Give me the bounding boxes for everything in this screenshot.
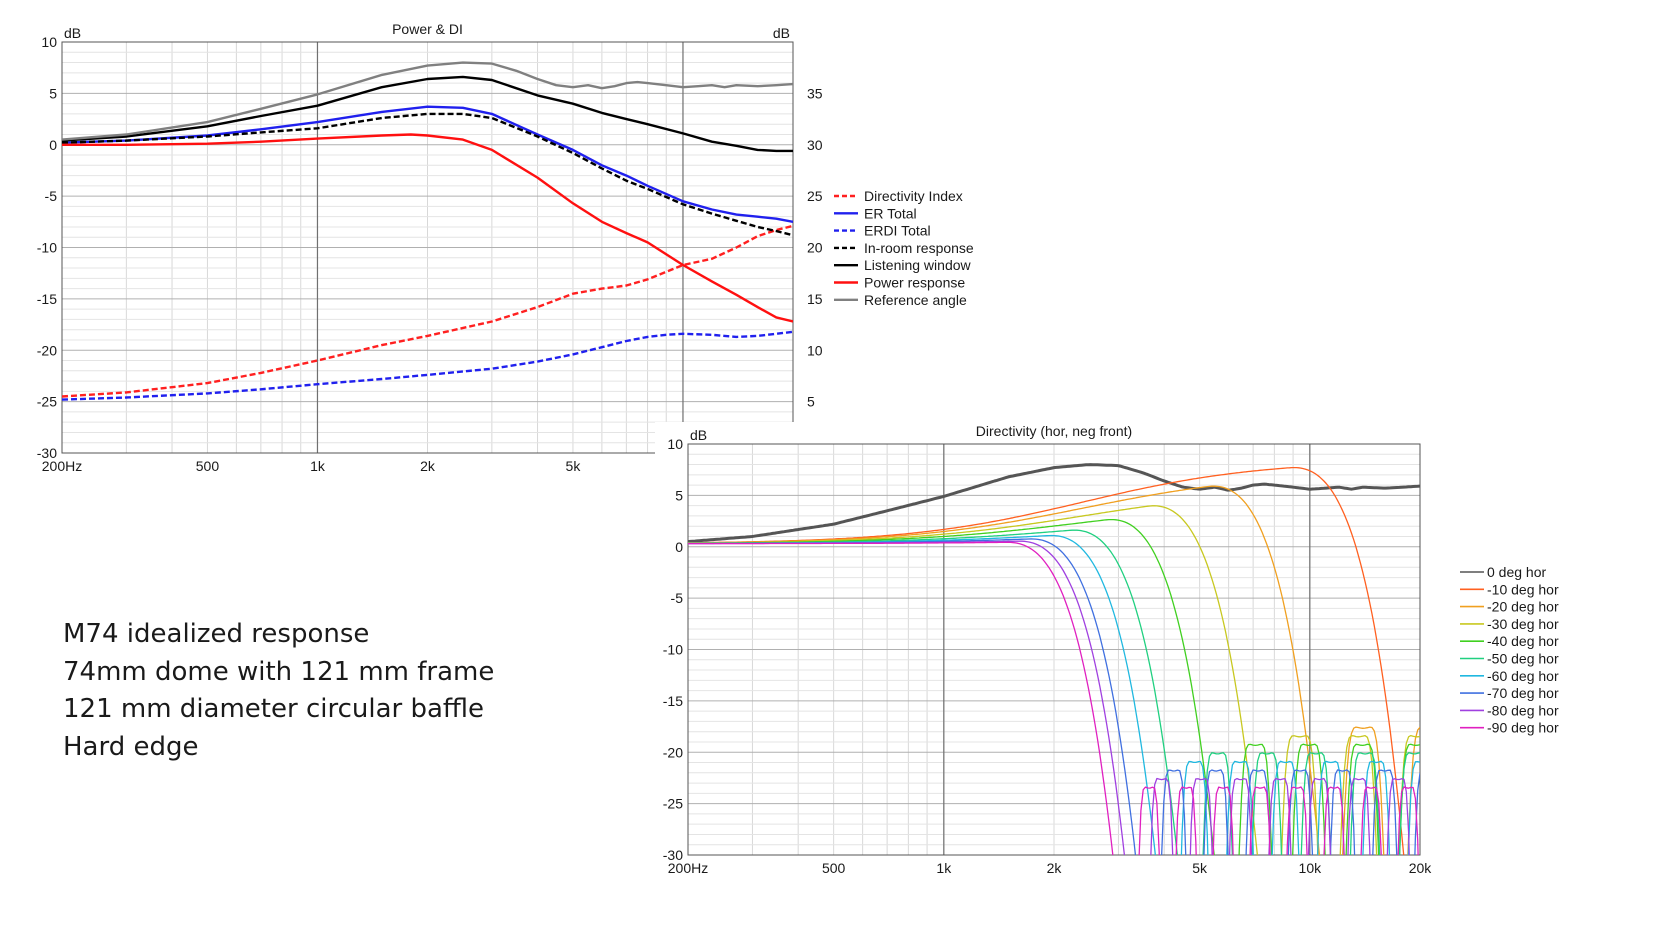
chart-panel-2: Directivity (hor, neg front) 200Hz 500 1k 2k… [655,422,1669,926]
y-tick-label: -25 [37,394,57,410]
y-axis-label: dB [64,25,81,41]
y-tick-label: -25 [663,796,683,812]
y2-tick-label: 15 [807,291,823,307]
series-line-erdi-total [62,330,793,401]
y-tick-label: -15 [663,693,683,709]
legend-label: ER Total [864,205,917,221]
y-tick-label: 10 [41,34,57,50]
y-tick-label: -20 [663,744,683,760]
x-tick-label: 500 [822,860,846,876]
x-tick-label: 5k [1192,860,1208,876]
y2-tick-label: 25 [807,188,823,204]
legend-label: -30 deg hor [1487,616,1559,632]
y-tick-label: -20 [37,342,57,358]
y-axis-label: dB [690,427,707,443]
y-tick-label: -5 [671,590,684,606]
legend-label: Power response [864,275,965,291]
plot-frame [61,41,794,454]
x-tick-label: 20k [1409,860,1433,876]
series-line-0-deg-hor [688,463,1420,544]
x-tick-label: 2k [420,458,436,474]
y-tick-label: 0 [49,137,57,153]
legend-label: -80 deg hor [1487,702,1559,718]
legend-label: -70 deg hor [1487,685,1559,701]
y2-tick-label: 5 [807,394,815,410]
series-layer [62,61,793,401]
x-tick-label: 500 [196,458,220,474]
x-tick-label: 200Hz [668,860,708,876]
chart-title: Power & DI [392,21,463,37]
legend: 0 deg hor-10 deg hor -20 deg hor-30 deg h… [1460,564,1559,736]
y-tick-label: -5 [45,188,58,204]
series-line-power-response [62,133,793,323]
series-line-in-room-response [62,112,793,237]
legend-label: -10 deg hor [1487,581,1559,597]
legend-label: 0 deg hor [1487,564,1546,580]
chart-title: Directivity (hor, neg front) [976,423,1132,439]
y2-tick-label: 10 [807,342,823,358]
legend-label: -90 deg hor [1487,720,1559,736]
x-tick-label: 200Hz [42,458,82,474]
caption-line-3: 121 mm diameter circular baffle [63,694,485,724]
legend-label: In-room response [864,240,974,256]
legend-label: -40 deg hor [1487,633,1559,649]
y-tick-label: 5 [49,85,57,101]
chart-panel-1: Power & DI200Hz5001k2k5k10k20k-30-25-20-… [30,15,980,475]
legend-label: -50 deg hor [1487,651,1559,667]
y-tick-label: -10 [37,240,57,256]
y2-tick-label: 20 [807,240,823,256]
caption-line-4: Hard edge [63,731,199,762]
grid [61,41,794,454]
legend-label: -20 deg hor [1487,599,1559,615]
y-tick-label: -30 [37,445,57,461]
y-tick-label: 10 [667,436,683,452]
caption-line-2: 74mm dome with 121 mm frame [63,656,495,687]
x-tick-label: 10k [1299,860,1323,876]
legend-label: Listening window [864,257,972,273]
series-layer [688,463,1420,855]
series-line-directivity-index [62,224,793,398]
legend-label: ERDI Total [864,223,931,239]
legend-label: -60 deg hor [1487,668,1559,684]
legend-label: Directivity Index [864,188,963,204]
x-tick-label: 1k [310,458,326,474]
legend-label: Reference angle [864,292,967,308]
grid [687,443,1421,856]
y2-axis-label: dB [773,25,790,41]
plot-frame [687,443,1421,856]
series-line--90-deg-hor [688,541,1419,855]
caption-line-1: M74 idealized response [63,619,370,649]
y2-tick-label: 30 [807,137,823,153]
x-tick-label: 5k [566,458,582,474]
y-tick-label: -15 [37,291,57,307]
series-line-listening-window [62,75,793,153]
y2-tick-label: 35 [807,85,823,101]
series-line--20-deg-hor [688,485,1420,855]
y-tick-label: 5 [675,487,683,503]
series-line-er-total [62,105,793,223]
y-tick-label: 0 [675,539,683,555]
x-tick-label: 2k [1047,860,1063,876]
y-tick-label: -30 [663,847,683,863]
y-tick-label: -10 [663,642,683,658]
caption-block: M74 idealized response 74mm dome with 12… [63,616,494,766]
x-tick-label: 1k [936,860,952,876]
series-line-reference-angle [62,61,793,141]
